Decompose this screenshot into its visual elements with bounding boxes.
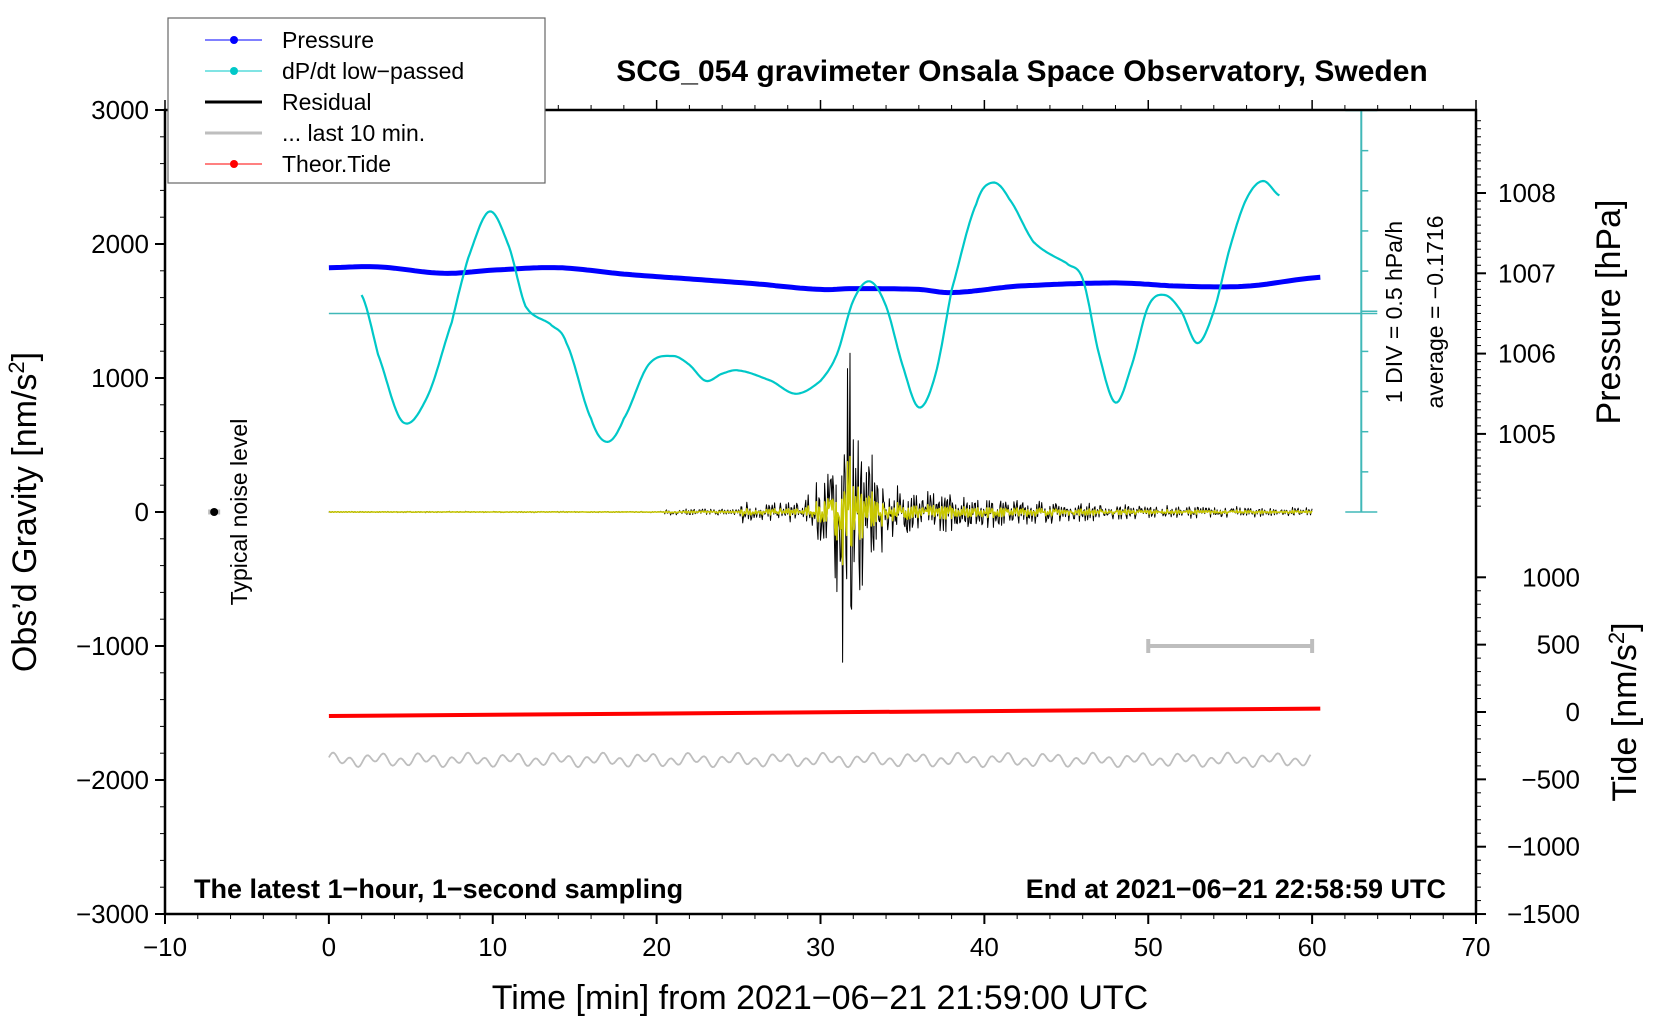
x-tick-label: 30	[806, 932, 835, 962]
x-tick-label: 0	[322, 932, 336, 962]
legend-label: Theor.Tide	[282, 151, 391, 177]
dpdt-line	[360, 179, 1280, 443]
legend-label: Residual	[282, 89, 372, 115]
average-label: average = −0.1716	[1422, 215, 1448, 408]
chart-title: SCG_054 gravimeter Onsala Space Observat…	[616, 55, 1428, 88]
residual-line	[328, 352, 1313, 663]
tide-label-base: Tide [nm/s	[1606, 644, 1644, 801]
noise-marker-dot	[210, 508, 219, 516]
plot-frame	[163, 108, 1478, 916]
x-axis-label: Time [min] from 2021−06−21 21:59:00 UTC	[492, 979, 1148, 1017]
tide-tick-label: −1500	[1507, 899, 1580, 929]
tide-tick-label: 1000	[1522, 562, 1580, 592]
legend-marker	[230, 36, 238, 44]
y-axis-label-tide: Tide [nm/s2]	[1604, 622, 1644, 801]
pressure-tick-label: 1008	[1498, 178, 1556, 208]
annotation-left: The latest 1−hour, 1−second sampling	[194, 874, 683, 904]
noise-label: Typical noise level	[226, 419, 252, 606]
x-tick-label: 60	[1298, 932, 1327, 962]
y-tick-label: 0	[135, 497, 149, 527]
y-tick-label: 3000	[91, 95, 149, 125]
legend-marker	[230, 160, 238, 168]
x-tick-label: 40	[970, 932, 999, 962]
offset-gray-line	[328, 751, 1312, 769]
legend-marker	[230, 67, 238, 75]
tide-tick-label: −500	[1521, 764, 1580, 794]
x-tick-label: 50	[1134, 932, 1163, 962]
tide-tick-label: 0	[1566, 697, 1580, 727]
pressure-line	[328, 264, 1321, 296]
y-tick-label: −1000	[76, 631, 149, 661]
y-tick-label: −2000	[76, 765, 149, 795]
annotation-right: End at 2021−06−21 22:58:59 UTC	[1026, 874, 1446, 904]
last-10min-overlay-line	[328, 455, 1313, 566]
legend: Pressure dP/dt low−passed Residual ... last…	[167, 17, 546, 184]
div-label: 1 DIV = 0.5 hPa/h	[1381, 221, 1407, 403]
legend-label: dP/dt low−passed	[282, 58, 464, 84]
legend-label: ... last 10 min.	[282, 120, 425, 146]
y-tick-label: −3000	[76, 899, 149, 929]
tide-tick-label: −1000	[1507, 832, 1580, 862]
pressure-tick-label: 1005	[1498, 419, 1556, 449]
pressure-tick-label: 1006	[1498, 339, 1556, 369]
y-tick-label: 2000	[91, 229, 149, 259]
x-tick-label: 20	[642, 932, 671, 962]
y-axis-label-left: Obs’d Gravity [nm/s2]	[4, 352, 44, 672]
y-label-base: Obs’d Gravity [nm/s	[6, 374, 44, 673]
x-tick-label: 70	[1462, 932, 1491, 962]
y-axis-label-pressure: Pressure [hPa]	[1590, 200, 1628, 425]
legend-label: Pressure	[282, 27, 374, 53]
theor-tide-line	[328, 706, 1321, 718]
y-tick-label: 1000	[91, 363, 149, 393]
tide-tick-label: 500	[1537, 630, 1580, 660]
x-tick-label: −10	[143, 932, 187, 962]
x-tick-label: 10	[478, 932, 507, 962]
pressure-tick-label: 1007	[1498, 258, 1556, 288]
